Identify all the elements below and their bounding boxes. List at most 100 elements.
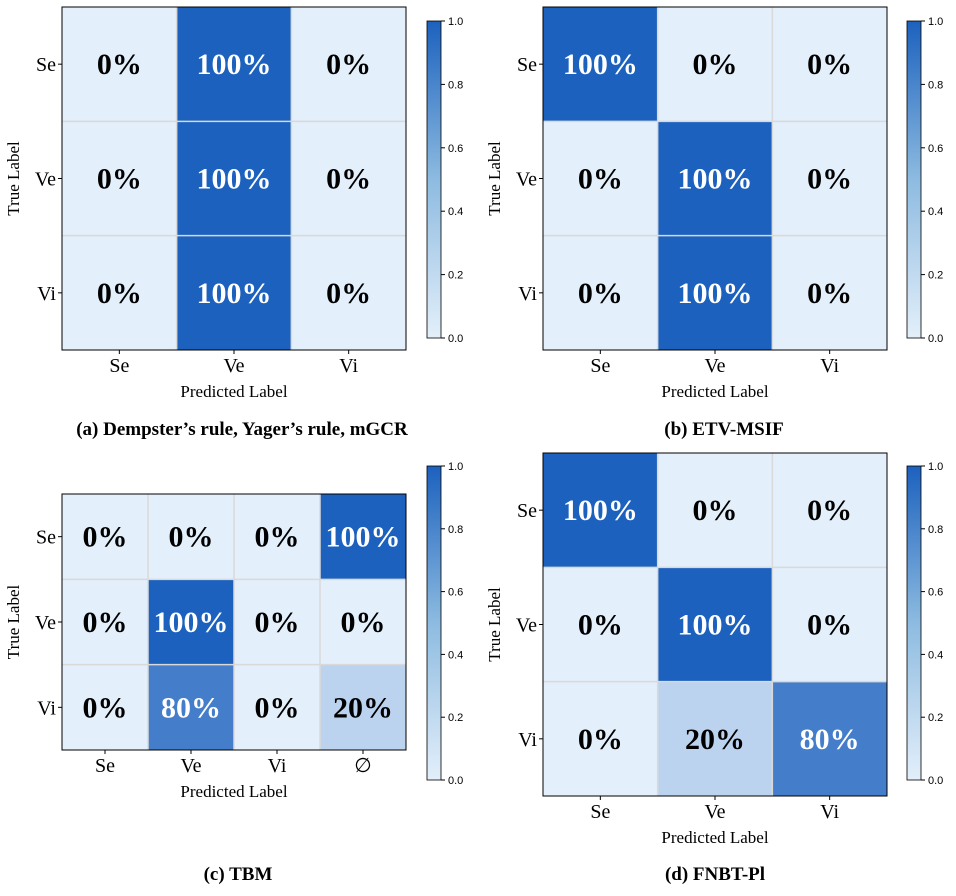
cell-label: 0% [807, 494, 852, 527]
colorbar: 0.0 0.2 0.4 0.6 0.8 1.0 [906, 461, 943, 787]
colorbar-gradient [426, 20, 442, 339]
heatmap-cell [772, 453, 887, 568]
cell-label: 0% [807, 48, 852, 81]
colorbar: 0.0 0.2 0.4 0.6 0.8 1.0 [906, 16, 943, 345]
x-axis-label: Predicted Label [661, 382, 768, 401]
cell-label: 0% [255, 606, 300, 639]
colorbar-tick-label: 0.8 [928, 79, 943, 91]
heatmap-cell [291, 7, 406, 122]
y-tick-label: Se [36, 54, 56, 76]
heatmap-cell [320, 579, 406, 665]
cell-label: 0% [255, 521, 300, 554]
colorbar-tick-label: 0.0 [448, 333, 463, 345]
cell-label: 80% [800, 723, 860, 756]
colorbar-tick-label: 0.4 [928, 649, 943, 661]
heatmap-cell [62, 579, 148, 665]
x-tick-label: Se [95, 755, 115, 777]
cell-label: 100% [678, 163, 753, 196]
y-tick-label: Vi [518, 729, 537, 751]
y-tick-label: Ve [516, 615, 537, 637]
heatmap-cell [657, 235, 773, 350]
cell-label: 0% [326, 163, 371, 196]
y-tick-label: Se [517, 500, 537, 522]
cell-label: 100% [326, 521, 401, 554]
colorbar: 0.0 0.2 0.4 0.6 0.8 1.0 [426, 461, 463, 787]
heatmap-cell [234, 579, 320, 665]
heatmap-cell [772, 235, 887, 350]
colorbar-tick-label: 0.6 [928, 587, 943, 599]
heatmap-cell [234, 494, 320, 580]
x-tick-label: Vi [820, 801, 839, 823]
colorbar-tick-label: 0.4 [928, 206, 943, 218]
heatmap-cell [320, 664, 406, 750]
colorbar-tick-label: 0.0 [928, 775, 943, 787]
heatmap-cell [320, 494, 406, 580]
x-tick-label: Ve [180, 755, 201, 777]
y-tick-label: Vi [518, 283, 537, 305]
cell-label: 0% [326, 48, 371, 81]
cell-label: 0% [693, 48, 738, 81]
colorbar-tick-label: 0.2 [928, 270, 943, 282]
heatmap-cell [176, 121, 292, 236]
cell-label: 100% [154, 606, 229, 639]
cell-label: 0% [83, 606, 128, 639]
colorbar-tick-label: 0.2 [448, 270, 463, 282]
panel-caption: (b) ETV-MSIF [664, 419, 783, 440]
heatmap-cell [657, 567, 773, 682]
colorbar-tick-label: 0.4 [448, 649, 463, 661]
cell-label: 20% [685, 723, 745, 756]
cell-label: 0% [578, 609, 623, 642]
heatmap-cell [176, 7, 292, 122]
cell-label: 0% [693, 494, 738, 527]
cell-label: 100% [563, 48, 638, 81]
cell-label: 100% [197, 48, 272, 81]
cell-label: 0% [341, 606, 386, 639]
y-tick-label: Ve [35, 612, 56, 634]
x-axis-label: Predicted Label [661, 828, 768, 847]
colorbar-gradient [426, 465, 442, 781]
heatmap-cell [62, 494, 148, 580]
colorbar-tick-label: 0.6 [448, 143, 463, 155]
y-tick-label: Se [36, 527, 56, 549]
heatmap-cell [234, 664, 320, 750]
colorbar-tick-label: 1.0 [928, 16, 943, 28]
cell-label: 0% [326, 277, 371, 310]
colorbar-gradient [906, 465, 922, 781]
colorbar-tick-label: 0.8 [448, 524, 463, 536]
colorbar-tick-label: 0.2 [928, 712, 943, 724]
cell-label: 0% [578, 163, 623, 196]
cell-label: 0% [97, 48, 142, 81]
cell-label: 100% [678, 277, 753, 310]
cell-label: 80% [161, 691, 221, 724]
cell-label: 100% [197, 163, 272, 196]
y-axis-label: True Label [4, 585, 23, 660]
colorbar: 0.0 0.2 0.4 0.6 0.8 1.0 [426, 16, 463, 345]
heatmap-cell [543, 121, 658, 236]
colorbar-tick-label: 0.6 [448, 587, 463, 599]
cell-label: 100% [197, 277, 272, 310]
cell-label: 100% [678, 609, 753, 642]
heatmap-cell [148, 494, 234, 580]
heatmap-panel-0: 0% 100% 0% 0% 100% 0% 0% 100% 0% Se Ve Vi Se Ve Vi Pred… [4, 6, 463, 440]
heatmap-cell [543, 7, 658, 122]
colorbar-tick-label: 0.8 [448, 79, 463, 91]
colorbar-tick-label: 0.6 [928, 143, 943, 155]
cell-label: 100% [563, 494, 638, 527]
y-axis-label: True Label [485, 141, 504, 216]
x-tick-label: Ve [704, 355, 725, 377]
x-tick-label: Ve [223, 355, 244, 377]
heatmap-cell [543, 681, 658, 796]
x-axis-label: Predicted Label [180, 382, 287, 401]
y-tick-label: Se [517, 54, 537, 76]
heatmap-cell [148, 664, 234, 750]
cell-label: 0% [97, 277, 142, 310]
x-tick-label: Vi [820, 355, 839, 377]
y-tick-label: Ve [516, 169, 537, 191]
colorbar-tick-label: 0.0 [928, 333, 943, 345]
colorbar-tick-label: 0.8 [928, 524, 943, 536]
heatmap-cell [657, 453, 773, 568]
x-tick-label: Vi [339, 355, 358, 377]
panel-caption: (a) Dempster’s rule, Yager’s rule, mGCR [76, 419, 408, 440]
cell-label: 0% [97, 163, 142, 196]
